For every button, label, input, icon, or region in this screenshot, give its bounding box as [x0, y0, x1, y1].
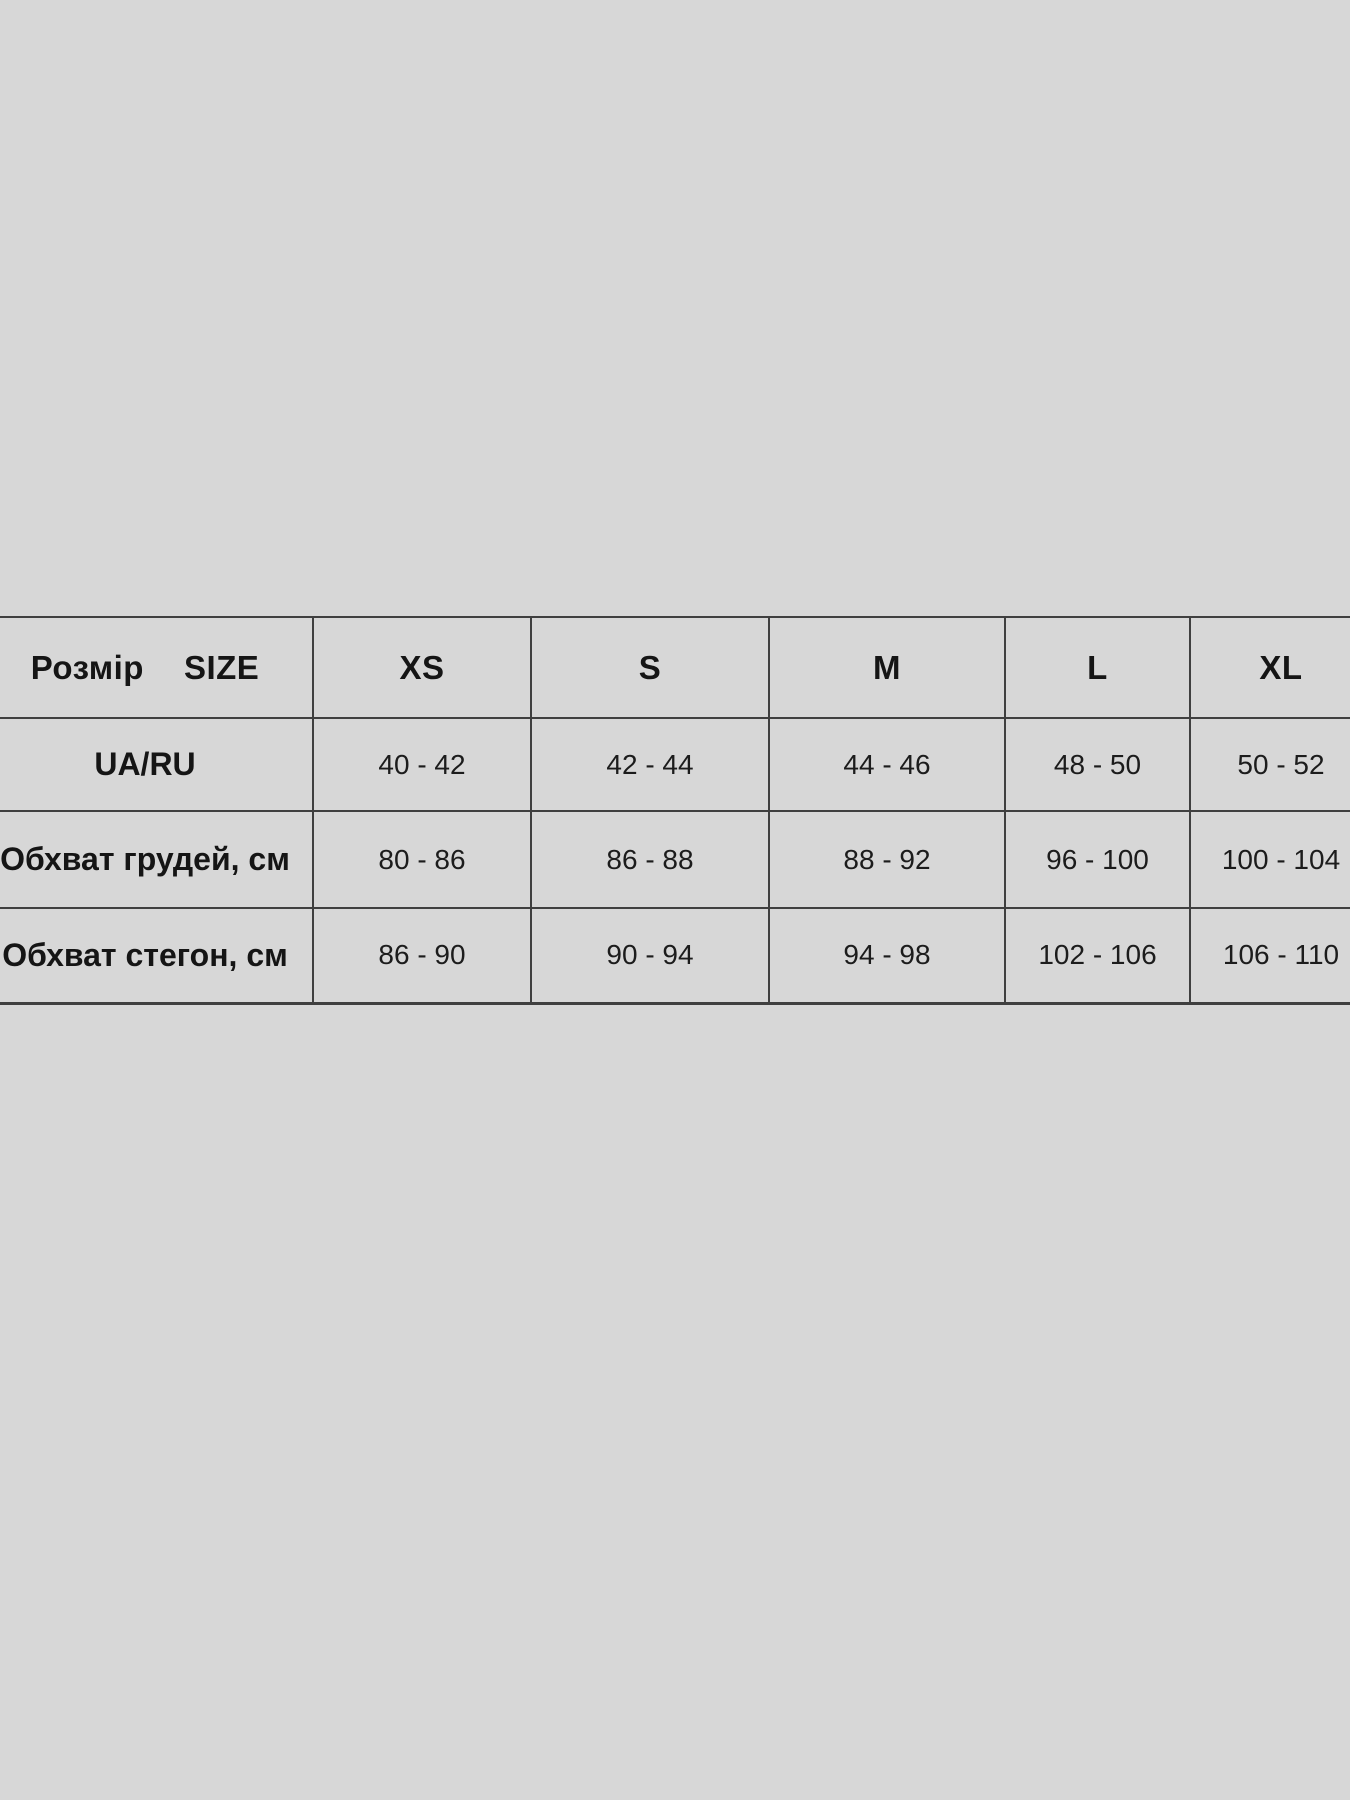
- cell-hips-xl: 106 - 110: [1189, 907, 1350, 1004]
- header-cell-xl: XL: [1189, 616, 1350, 719]
- size-label-en: SIZE: [183, 648, 260, 686]
- size-label-ua: Розмір: [30, 648, 144, 686]
- cell-chest-xl: 100 - 104: [1189, 810, 1350, 909]
- cell-hips-s: 90 - 94: [530, 907, 770, 1004]
- cell-hips-l: 102 - 106: [1004, 907, 1191, 1004]
- header-cell-size-label: Розмір SIZE: [0, 616, 314, 719]
- cell-hips-xs: 86 - 90: [312, 907, 532, 1004]
- size-chart-table: Розмір SIZE XS S M L XL UA/RU 40 - 42 42…: [0, 616, 1350, 1005]
- table-row-chest: Обхват грудей, см 80 - 86 86 - 88 88 - 9…: [0, 810, 1350, 909]
- cell-ua-ru-s: 42 - 44: [530, 717, 770, 812]
- cell-chest-xs: 80 - 86: [312, 810, 532, 909]
- header-cell-s: S: [530, 616, 770, 719]
- header-cell-l: L: [1004, 616, 1191, 719]
- cell-ua-ru-l: 48 - 50: [1004, 717, 1191, 812]
- cell-hips-m: 94 - 98: [768, 907, 1006, 1004]
- cell-ua-ru-xs: 40 - 42: [312, 717, 532, 812]
- row-label-chest: Обхват грудей, см: [0, 810, 314, 909]
- row-label-ua-ru: UA/RU: [0, 717, 314, 812]
- cell-ua-ru-xl: 50 - 52: [1189, 717, 1350, 812]
- row-label-hips: Обхват стегон, см: [0, 907, 314, 1004]
- table-row-hips: Обхват стегон, см 86 - 90 90 - 94 94 - 9…: [0, 907, 1350, 1004]
- cell-ua-ru-m: 44 - 46: [768, 717, 1006, 812]
- header-cell-xs: XS: [312, 616, 532, 719]
- cell-chest-m: 88 - 92: [768, 810, 1006, 909]
- header-cell-m: M: [768, 616, 1006, 719]
- size-label-group: Розмір SIZE: [31, 649, 260, 687]
- table-header-row: Розмір SIZE XS S M L XL: [0, 616, 1350, 719]
- table-row-ua-ru: UA/RU 40 - 42 42 - 44 44 - 46 48 - 50 50…: [0, 717, 1350, 812]
- cell-chest-l: 96 - 100: [1004, 810, 1191, 909]
- cell-chest-s: 86 - 88: [530, 810, 770, 909]
